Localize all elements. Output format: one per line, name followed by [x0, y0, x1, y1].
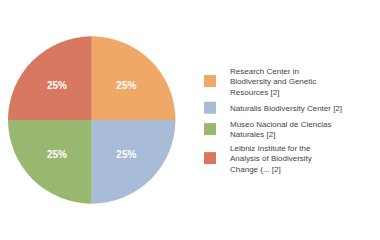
- svg-text:Leibniz Institute for theAnaly: Leibniz Institute for theAnalysis of Bio…: [230, 144, 312, 174]
- svg-text:25%: 25%: [47, 149, 67, 160]
- svg-text:25%: 25%: [116, 80, 136, 91]
- svg-text:Research Center inBiodiversity: Research Center inBiodiversity and Genet…: [230, 67, 316, 97]
- svg-text:25%: 25%: [116, 149, 136, 160]
- svg-text:Museo Nacional de CienciasNatu: Museo Nacional de CienciasNaturales [2]: [230, 120, 331, 139]
- svg-text:Naturalis Biodiversity Center: Naturalis Biodiversity Center [2]: [230, 104, 342, 113]
- svg-text:25%: 25%: [47, 80, 67, 91]
